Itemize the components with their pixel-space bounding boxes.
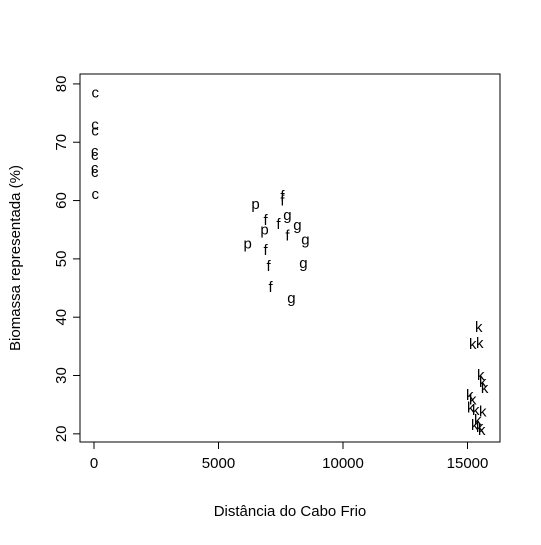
point-label: c	[91, 160, 99, 177]
y-tick-label: 30	[53, 367, 70, 384]
point-label: f	[268, 279, 273, 296]
x-tick-label: 10000	[322, 455, 364, 472]
point-label: k	[476, 335, 484, 352]
point-label: f	[280, 193, 285, 210]
y-tick-label: 50	[53, 251, 70, 268]
point-label: k	[469, 391, 477, 408]
point-label: p	[260, 222, 268, 239]
point-label: f	[263, 212, 268, 229]
point-label: c	[91, 123, 99, 140]
point-label: g	[283, 207, 291, 224]
point-label: p	[243, 236, 251, 253]
point-label: k	[466, 387, 474, 404]
y-tick-label: 20	[53, 425, 70, 442]
x-axis-label: Distância do Cabo Frio	[214, 503, 367, 520]
point-label: f	[285, 228, 290, 245]
point-label: k	[467, 400, 475, 417]
point-label: f	[276, 216, 281, 233]
x-tick-label: 15000	[447, 455, 489, 472]
point-label: g	[293, 217, 301, 234]
point-label: c	[91, 147, 99, 164]
point-label: c	[91, 117, 99, 134]
point-label: k	[477, 367, 485, 384]
point-label: c	[91, 85, 99, 102]
point-label: k	[481, 380, 489, 397]
point-label: f	[266, 258, 271, 275]
y-axis-label: Biomassa representada (%)	[7, 165, 24, 351]
y-tick-label: 60	[53, 192, 70, 209]
y-tick-label: 40	[53, 309, 70, 326]
point-label: c	[91, 164, 99, 181]
point-label: f	[263, 242, 268, 259]
point-label: k	[471, 417, 479, 434]
point-label: k	[472, 402, 480, 419]
point-label: k	[474, 412, 482, 429]
point-label: c	[91, 186, 99, 203]
x-tick-label: 5000	[202, 455, 235, 472]
point-label: k	[469, 336, 477, 353]
y-tick-label: 70	[53, 134, 70, 151]
point-label: g	[287, 290, 295, 307]
y-tick-label: 80	[53, 76, 70, 93]
point-label: g	[301, 232, 309, 249]
point-label: f	[280, 188, 285, 205]
point-label: p	[251, 196, 259, 213]
plot-box	[79, 73, 501, 443]
point-label: k	[476, 419, 484, 436]
point-label: k	[479, 374, 487, 391]
x-tick-label: 0	[90, 455, 98, 472]
point-label: g	[299, 255, 307, 272]
point-label: k	[475, 319, 483, 336]
point-label: k	[479, 404, 487, 421]
point-label: k	[478, 422, 486, 439]
point-label: c	[91, 143, 99, 160]
